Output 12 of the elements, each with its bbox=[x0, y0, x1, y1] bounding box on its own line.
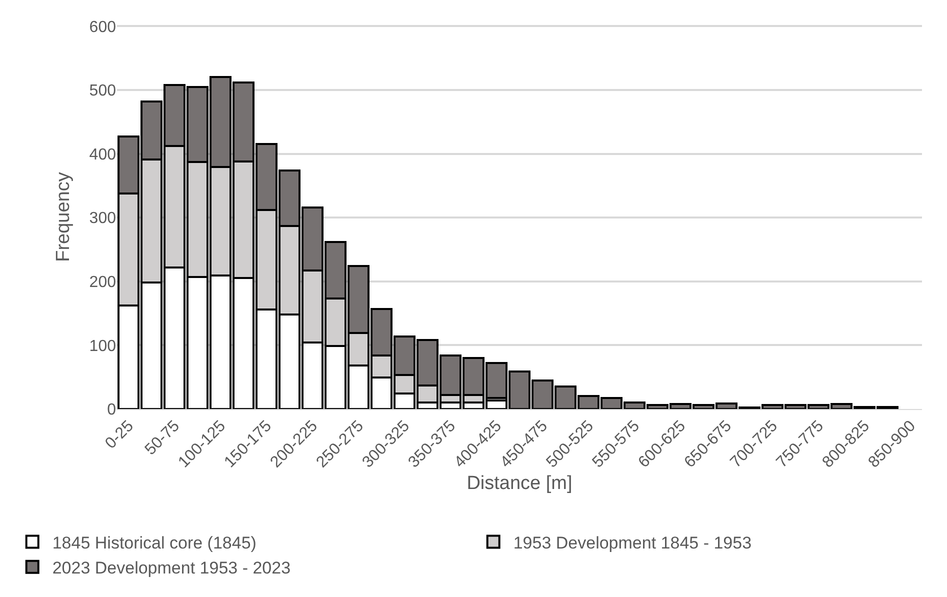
y-tick-label: 400 bbox=[89, 146, 116, 164]
y-axis-title: Frequency bbox=[53, 172, 74, 262]
y-tick-label: 0 bbox=[107, 402, 116, 419]
legend-label: 1845 Historical core (1845) bbox=[52, 533, 256, 552]
y-tick-label: 500 bbox=[89, 82, 116, 100]
legend-label: 2023 Development 1953 - 2023 bbox=[52, 558, 291, 578]
y-tick-label: 300 bbox=[89, 210, 116, 228]
x-axis-title: Distance [m] bbox=[466, 473, 572, 494]
legend-label: 1953 Development 1845 - 1953 bbox=[513, 533, 752, 552]
y-tick-label: 100 bbox=[89, 338, 116, 355]
y-tick-label: 200 bbox=[89, 274, 116, 291]
y-tick-label: 600 bbox=[89, 18, 116, 36]
